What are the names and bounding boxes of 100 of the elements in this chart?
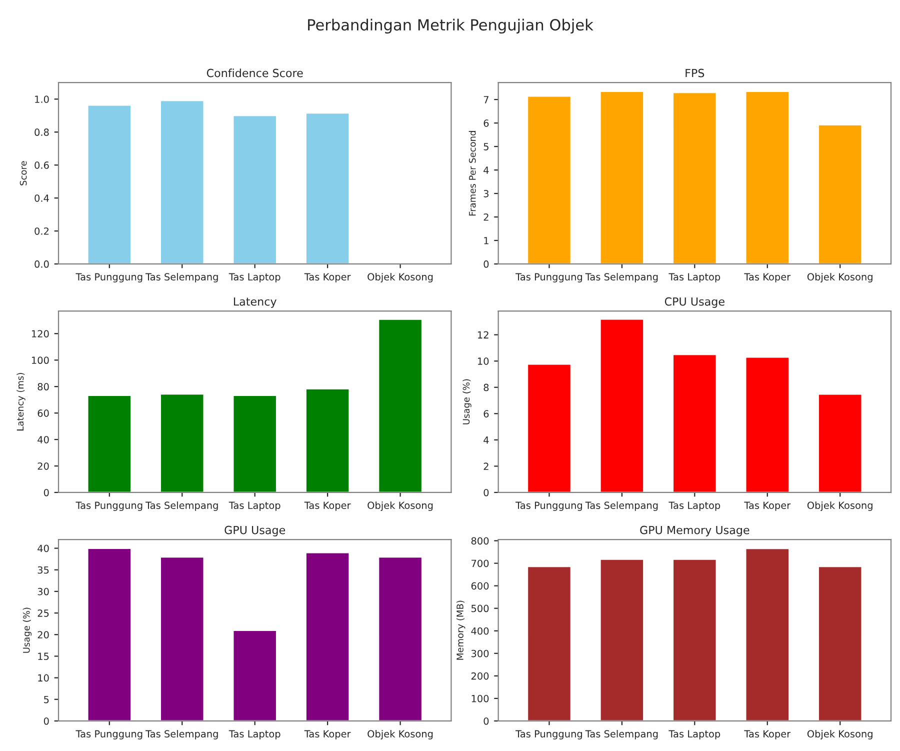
y-tick-label: 4 [484, 436, 489, 444]
bar [160, 393, 205, 492]
y-tick-label: 0 [44, 717, 49, 725]
x-tick-label: Tas Koper [304, 502, 351, 511]
y-tick-label: 100 [32, 356, 49, 364]
y-tick-label: 12 [478, 331, 488, 338]
x-tick-label: Objek Kosong [807, 730, 872, 740]
y-tick-label: 1 [484, 237, 488, 244]
y-tick-label: 10 [38, 674, 49, 682]
y-tick-label: 200 [471, 672, 489, 680]
bar [818, 393, 863, 492]
bar [744, 90, 790, 264]
x-tick-label: Tas Laptop [228, 730, 280, 740]
x-tick-label: Objek Kosong [368, 730, 433, 740]
bar [672, 558, 718, 721]
y-tick-label: 3 [484, 190, 489, 198]
y-tick-label: 0.8 [34, 128, 49, 136]
bar [599, 90, 644, 264]
y-tick-label: 6 [484, 410, 489, 418]
y-axis-title: Frames Per Second [468, 131, 476, 216]
y-tick-label: 300 [471, 650, 489, 658]
x-tick-label: Tas Punggung [76, 502, 142, 511]
bar [378, 556, 423, 721]
x-tick-label: Tas Laptop [668, 273, 720, 282]
x-tick-label: Tas Laptop [668, 502, 720, 511]
y-tick-label: 2 [484, 462, 488, 470]
x-tick-label: Tas Laptop [228, 273, 280, 282]
bar [86, 394, 132, 492]
bar [305, 388, 350, 492]
bar [744, 548, 790, 721]
bar [378, 318, 423, 492]
x-tick-label: Tas Koper [304, 273, 351, 282]
chart-title: Confidence Score [206, 68, 303, 78]
y-tick-label: 15 [38, 652, 49, 660]
bar [599, 318, 644, 492]
x-tick-label: Tas Laptop [228, 502, 280, 511]
y-tick-label: 1.0 [35, 96, 49, 103]
y-tick-label: 5 [44, 696, 49, 704]
bar [232, 630, 278, 721]
chart-title: Latency [234, 297, 276, 308]
bar [818, 566, 863, 721]
y-tick-label: 4 [484, 166, 489, 174]
text: Perbandingan Metrik Pengujian Objek [308, 18, 594, 34]
chart-title: FPS [686, 68, 704, 78]
y-tick-label: 10 [478, 358, 489, 365]
y-tick-label: 600 [471, 582, 489, 590]
x-tick-label: Objek Kosong [807, 501, 872, 511]
y-axis-title: Usage (%) [462, 379, 472, 424]
y-tick-label: 0 [484, 717, 489, 725]
y-axis-title: Latency (ms) [16, 373, 26, 430]
bar [526, 566, 572, 721]
bar [305, 112, 350, 264]
y-tick-label: 2 [484, 213, 488, 221]
y-tick-label: 8 [484, 384, 489, 392]
y-tick-label: 700 [472, 560, 489, 568]
y-tick-label: 400 [471, 627, 489, 635]
y-tick-label: 25 [38, 609, 49, 617]
y-tick-label: 60 [38, 410, 49, 417]
y-tick-label: 0.6 [34, 162, 49, 169]
bar [86, 104, 132, 264]
x-tick-label: Tas Koper [744, 273, 791, 282]
bar [526, 95, 572, 264]
x-tick-label: Tas Selempang [585, 272, 658, 282]
bar [818, 124, 863, 264]
y-tick-label: 7 [484, 96, 488, 104]
x-tick-label: Objek Kosong [368, 272, 433, 282]
x-tick-label: Tas Punggung [516, 730, 582, 740]
y-tick-label: 35 [38, 566, 49, 574]
x-tick-label: Tas Koper [304, 730, 351, 740]
x-tick-label: Tas Selempang [585, 501, 658, 511]
y-tick-label: 0.0 [34, 260, 49, 268]
y-tick-label: 500 [471, 604, 489, 612]
y-tick-label: 6 [484, 119, 489, 127]
bar [672, 354, 718, 492]
x-tick-label: Objek Kosong [807, 272, 872, 282]
bar [305, 552, 350, 721]
x-tick-label: Tas Koper [744, 502, 791, 511]
x-tick-label: Objek Kosong [368, 501, 433, 511]
y-tick-label: 0 [484, 488, 489, 496]
x-tick-label: Tas Laptop [668, 730, 720, 740]
y-tick-label: 30 [38, 588, 49, 596]
x-tick-label: Tas Punggung [76, 730, 142, 740]
x-tick-label: Tas Punggung [76, 273, 142, 282]
bar [672, 92, 718, 264]
chart-title: GPU Usage [224, 526, 286, 536]
y-tick-label: 100 [472, 694, 489, 702]
y-axis-title: Score [20, 161, 27, 186]
bar [160, 100, 205, 264]
bar [160, 556, 205, 721]
y-tick-label: 40 [38, 436, 49, 444]
x-tick-label: Tas Selempang [145, 501, 218, 511]
y-tick-label: 20 [38, 462, 49, 470]
y-tick-label: 0 [484, 260, 489, 268]
y-tick-label: 40 [38, 544, 49, 552]
chart-title: GPU Memory Usage [640, 526, 750, 536]
y-axis-title: Memory (MB) [456, 600, 466, 660]
bar [232, 394, 278, 492]
x-tick-label: Tas Koper [744, 730, 791, 740]
y-tick-label: 0.2 [34, 227, 48, 235]
x-tick-label: Tas Punggung [516, 502, 582, 511]
